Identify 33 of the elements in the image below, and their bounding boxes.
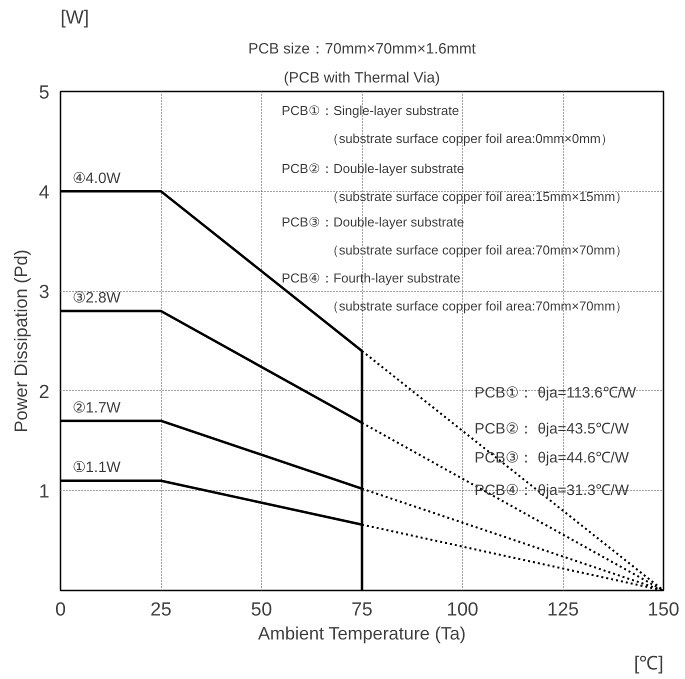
chart-subtitle: (PCB with Thermal Via) bbox=[284, 70, 440, 86]
annotation: PCB②：Double-layer substrate bbox=[282, 160, 464, 176]
annotation: PCB①： θja=113.6℃/W bbox=[474, 384, 637, 402]
annotation: PCB③： θja=44.6℃/W bbox=[474, 449, 630, 466]
annotation: ③2.8W bbox=[72, 290, 122, 307]
annotation: （substrate surface copper foil area:70mm×70mm） bbox=[326, 242, 628, 258]
y-tick-label: 1 bbox=[38, 482, 50, 503]
annotation: PCB③：Double-layer substrate bbox=[282, 214, 464, 230]
text: [W] bbox=[60, 8, 89, 28]
chart-title: PCB size：70mm×70mm×1.6mmt bbox=[248, 40, 477, 58]
text: [℃] bbox=[634, 654, 664, 674]
annotation: PCB②： θja=43.5℃/W bbox=[474, 420, 630, 438]
annotation: ④4.0W bbox=[72, 170, 122, 187]
y-tick-label: 2 bbox=[38, 382, 50, 403]
x-tick-label: 150 bbox=[648, 600, 680, 620]
x-tick-label: 0 bbox=[55, 600, 66, 620]
annotation: （substrate surface copper foil area:15mm×15mm） bbox=[326, 188, 628, 204]
annotation: ②1.7W bbox=[72, 399, 122, 416]
y-axis-title: Power Dissipation (Pd) bbox=[10, 249, 31, 433]
annotation: PCB①：Single-layer substrate bbox=[282, 102, 460, 118]
x-tick-label: 75 bbox=[351, 600, 373, 620]
y-tick-label: 5 bbox=[38, 82, 50, 104]
annotation: （substrate surface copper foil area:0mm×0mm） bbox=[326, 130, 614, 146]
annotation: PCB④：Fourth-layer substrate bbox=[282, 270, 461, 286]
x-axis-title: Ambient Temperature (Ta) bbox=[258, 624, 466, 644]
y-tick-label: 4 bbox=[38, 182, 50, 204]
x-tick-label: 25 bbox=[150, 600, 172, 620]
x-tick-label: 50 bbox=[250, 600, 272, 620]
x-tick-label: 125 bbox=[547, 600, 579, 620]
y-tick-label: 3 bbox=[38, 282, 50, 304]
annotation: ①1.1W bbox=[72, 459, 122, 476]
x-tick-label: 100 bbox=[446, 600, 478, 620]
annotation: （substrate surface copper foil area:70mm×70mm） bbox=[326, 298, 628, 314]
